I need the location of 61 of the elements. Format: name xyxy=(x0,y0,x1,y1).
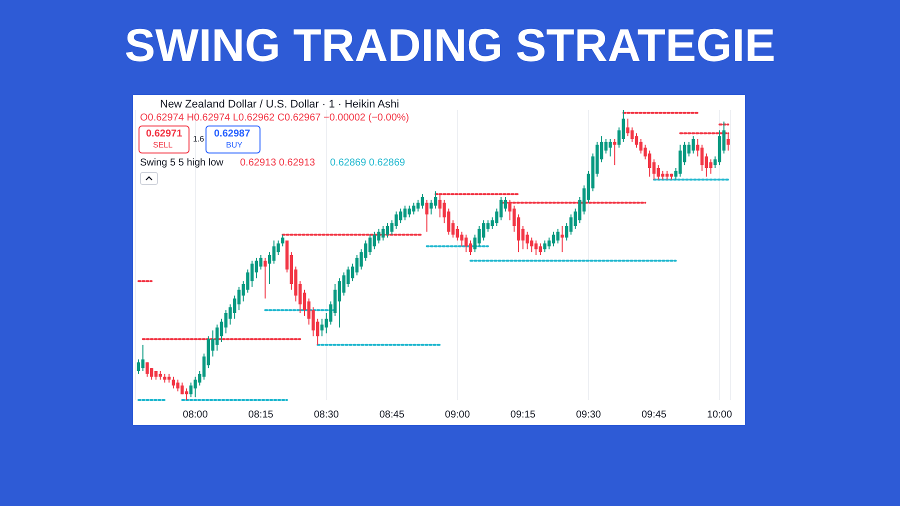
candlestick xyxy=(281,234,284,247)
annotation: New Zealand Dollar / U.S. Dollar · 1 · Heikin Ashi xyxy=(160,98,400,110)
x-tick-label: 08:30 xyxy=(314,410,340,420)
annotation: 0.62869 0.62869 xyxy=(330,158,406,168)
candlestick xyxy=(560,226,564,253)
annotation: O0.62974 H0.62974 L0.62962 C0.62967 −0.00002 (−0.00%) xyxy=(140,112,410,124)
candlestick xyxy=(556,228,560,244)
annotation: 1.6 xyxy=(193,134,205,144)
x-tick-label: 08:00 xyxy=(182,410,208,420)
candlestick xyxy=(420,194,424,210)
candlestick xyxy=(368,234,372,256)
candlestick xyxy=(141,344,144,372)
x-tick-label: 09:15 xyxy=(510,410,536,420)
annotation: BUY xyxy=(226,140,244,150)
x-tick-label: 09:45 xyxy=(641,410,667,420)
candlestick xyxy=(608,138,612,157)
candlestick xyxy=(543,240,546,253)
candlestick xyxy=(259,254,262,270)
candlestick xyxy=(425,199,428,232)
candlestick xyxy=(250,260,254,288)
candlestick xyxy=(468,240,472,256)
candlestick xyxy=(136,358,140,374)
candlestick xyxy=(700,144,704,172)
candlestick xyxy=(254,257,258,279)
x-tick-label: 09:30 xyxy=(576,410,602,420)
annotation: SELL xyxy=(153,140,174,150)
candlestick xyxy=(355,254,359,276)
candlestick xyxy=(622,110,625,142)
candlestick xyxy=(320,318,324,337)
annotation: 0.62971 xyxy=(146,128,183,140)
x-tick-label: 08:45 xyxy=(379,410,405,420)
x-tick-label: 08:15 xyxy=(248,410,274,420)
candlestick xyxy=(460,231,464,247)
candlestick xyxy=(377,228,380,244)
annotation: 0.62913 0.62913 xyxy=(240,158,316,168)
candlestick xyxy=(403,205,407,221)
candlestick xyxy=(146,362,149,378)
candlestick xyxy=(634,132,638,148)
candlestick xyxy=(692,136,695,154)
candlestick xyxy=(613,138,616,166)
candlestick xyxy=(338,278,342,328)
candlestick xyxy=(499,196,503,221)
candlestick xyxy=(412,202,416,215)
candlestick xyxy=(189,382,193,398)
candlestick xyxy=(272,240,276,264)
candlestick xyxy=(569,214,573,236)
candlestick xyxy=(172,376,176,389)
annotation: 0.62987 xyxy=(214,128,251,140)
candlestick xyxy=(386,222,390,238)
candlestick xyxy=(430,199,433,215)
candlestick xyxy=(394,211,398,230)
candlestick xyxy=(434,190,438,210)
x-tick-label: 09:00 xyxy=(444,410,470,420)
chart-title: SWING TRADING STRATEGIE xyxy=(124,19,776,71)
x-tick-label: 10:00 xyxy=(707,410,732,420)
candlestick xyxy=(709,158,712,174)
candlestick xyxy=(237,286,241,311)
annotation: Swing 5 5 high low xyxy=(140,158,224,168)
candlestick xyxy=(478,226,481,247)
candlestick xyxy=(264,257,267,299)
candlestick xyxy=(552,231,556,247)
